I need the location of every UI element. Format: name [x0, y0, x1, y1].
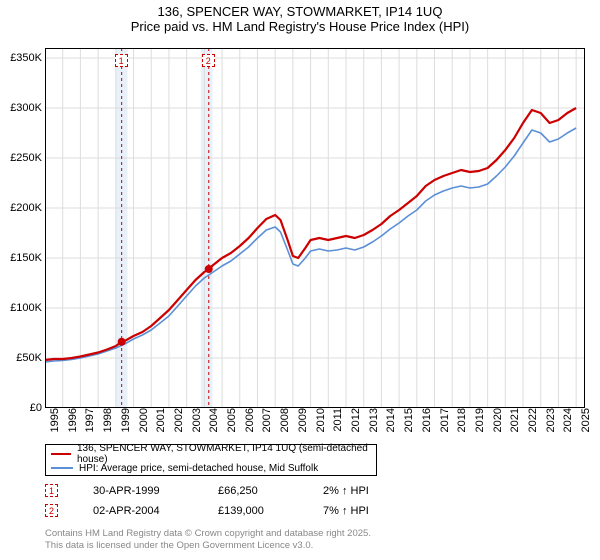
x-tick-label: 2003 [191, 408, 203, 438]
x-tick-label: 2025 [580, 408, 592, 438]
sale-marker-1: 2 [45, 504, 58, 517]
legend-swatch-1 [51, 467, 73, 469]
x-tick-label: 2017 [439, 408, 451, 438]
x-tick-label: 1996 [67, 408, 79, 438]
x-tick-label: 2024 [562, 408, 574, 438]
x-tick-label: 2002 [173, 408, 185, 438]
sale-price-0: £66,250 [218, 485, 288, 497]
x-tick-label: 1999 [120, 408, 132, 438]
x-tick-label: 2005 [226, 408, 238, 438]
x-tick-label: 2023 [545, 408, 557, 438]
x-tick-label: 2009 [297, 408, 309, 438]
x-tick-label: 2019 [474, 408, 486, 438]
x-tick-label: 2010 [315, 408, 327, 438]
legend-row-0: 136, SPENCER WAY, STOWMARKET, IP14 1UQ (… [51, 447, 371, 461]
footer-block: Contains HM Land Registry data © Crown c… [45, 528, 371, 552]
sale-pct-1: 7% ↑ HPI [323, 505, 403, 517]
sale-marker-0: 1 [45, 484, 58, 497]
x-tick-label: 2007 [261, 408, 273, 438]
y-tick-label: £150K [2, 252, 42, 264]
x-tick-label: 2021 [509, 408, 521, 438]
sale-row-1: 2 02-APR-2004 £139,000 7% ↑ HPI [45, 504, 403, 517]
x-tick-label: 1997 [84, 408, 96, 438]
y-tick-label: £200K [2, 202, 42, 214]
x-tick-label: 2011 [332, 408, 344, 438]
title-line1: 136, SPENCER WAY, STOWMARKET, IP14 1UQ [0, 4, 600, 19]
x-tick-label: 2012 [350, 408, 362, 438]
x-tick-label: 2016 [421, 408, 433, 438]
x-tick-label: 2006 [244, 408, 256, 438]
sale-price-1: £139,000 [218, 505, 288, 517]
x-tick-label: 1995 [49, 408, 61, 438]
y-tick-label: £300K [2, 102, 42, 114]
y-tick-label: £0 [2, 402, 42, 414]
x-tick-label: 2000 [138, 408, 150, 438]
y-tick-label: £350K [2, 52, 42, 64]
x-tick-label: 2004 [208, 408, 220, 438]
title-line2: Price paid vs. HM Land Registry's House … [0, 19, 600, 34]
y-tick-label: £50K [2, 352, 42, 364]
chart-svg [45, 48, 585, 408]
chart-container: 136, SPENCER WAY, STOWMARKET, IP14 1UQ P… [0, 0, 600, 560]
legend-label-1: HPI: Average price, semi-detached house,… [79, 463, 318, 474]
x-tick-label: 2013 [368, 408, 380, 438]
sale-row-0: 1 30-APR-1999 £66,250 2% ↑ HPI [45, 484, 403, 497]
x-tick-label: 2001 [155, 408, 167, 438]
chart-sale-marker-2: 2 [202, 54, 215, 67]
legend-box: 136, SPENCER WAY, STOWMARKET, IP14 1UQ (… [45, 444, 377, 476]
y-tick-label: £100K [2, 302, 42, 314]
footer-line2: This data is licensed under the Open Gov… [45, 540, 371, 552]
x-tick-label: 2022 [527, 408, 539, 438]
x-tick-label: 2008 [279, 408, 291, 438]
x-tick-label: 2015 [403, 408, 415, 438]
sale-date-1: 02-APR-2004 [93, 505, 183, 517]
y-tick-label: £250K [2, 152, 42, 164]
chart-sale-marker-1: 1 [115, 54, 128, 67]
x-tick-label: 2018 [456, 408, 468, 438]
footer-line1: Contains HM Land Registry data © Crown c… [45, 528, 371, 540]
legend-swatch-0 [51, 453, 71, 456]
sale-date-0: 30-APR-1999 [93, 485, 183, 497]
title-block: 136, SPENCER WAY, STOWMARKET, IP14 1UQ P… [0, 0, 600, 34]
x-tick-label: 2020 [492, 408, 504, 438]
sale-pct-0: 2% ↑ HPI [323, 485, 403, 497]
chart-plot-area [45, 48, 585, 408]
x-tick-label: 1998 [102, 408, 114, 438]
x-tick-label: 2014 [385, 408, 397, 438]
